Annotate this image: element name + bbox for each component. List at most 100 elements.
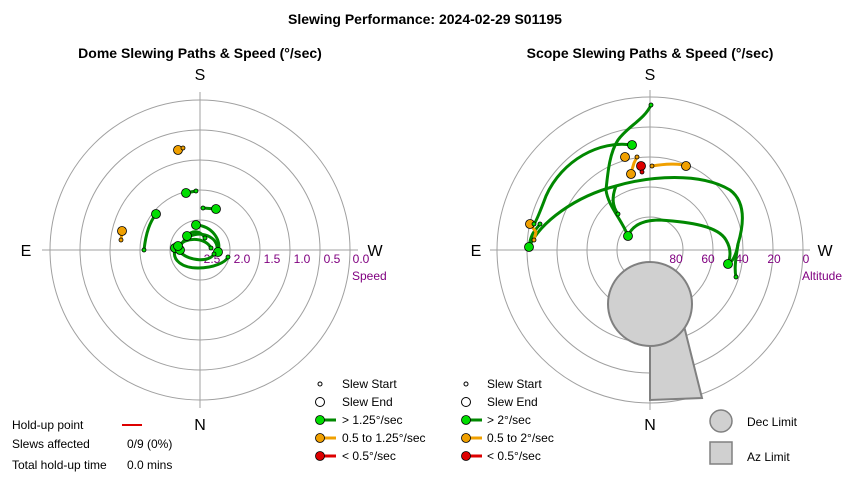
scope-tick-label: 60 (701, 252, 715, 266)
legend-slew-start-marker (463, 381, 469, 387)
scope-slew-end-mid (681, 161, 691, 171)
dome-slew-start (208, 245, 214, 251)
dome-slew-end-fast (191, 220, 201, 230)
scope-east-label: E (471, 243, 482, 260)
dome-legend-mid: 0.5 to 1.25°/sec (342, 431, 426, 445)
dome-chart-title: Dome Slewing Paths & Speed (°/sec) (78, 45, 322, 61)
dome-tick-label: 0.0 (353, 252, 370, 266)
dome-speed-ticks: 2.5 2.0 1.5 1.0 0.5 0.0 (204, 252, 370, 266)
scope-polar-chart: Scope Slewing Paths & Speed (°/sec) S N … (461, 45, 842, 465)
scope-tick-label: 80 (669, 252, 683, 266)
holdup-summary: Hold-up point Slews affected 0/9 (0%) To… (12, 418, 172, 472)
dome-east-label: E (21, 243, 32, 260)
dome-legend-end: Slew End (342, 395, 393, 409)
scope-legend-end: Slew End (487, 395, 538, 409)
dome-slew-start (225, 254, 231, 260)
scope-slew-start (733, 274, 739, 280)
scope-west-label: W (817, 243, 833, 260)
scope-slew-end-mid (626, 169, 636, 179)
scope-dec-limit-region (607, 261, 693, 347)
scope-tick-label: 20 (767, 252, 781, 266)
scope-chart-title: Scope Slewing Paths & Speed (°/sec) (527, 45, 774, 61)
dome-tick-label: 1.5 (264, 252, 281, 266)
az-limit-legend-swatch (709, 441, 733, 465)
scope-axis-label: Altitude (802, 269, 842, 283)
scope-slew-path (626, 218, 732, 266)
dome-legend: Slew Start Slew End > 1.25°/sec 0.5 to 1… (315, 377, 426, 463)
dome-legend-fast: > 1.25°/sec (342, 413, 403, 427)
legend-mid-marker (461, 433, 471, 443)
dome-slew-start (200, 205, 206, 211)
scope-legend: Slew Start Slew End > 2°/sec 0.5 to 2°/s… (461, 377, 798, 465)
scope-slew-start (639, 169, 645, 175)
legend-slew-end-marker (315, 397, 325, 407)
dome-tick-label: 2.0 (234, 252, 251, 266)
scope-north-label: N (644, 417, 656, 434)
dome-slew-end-fast (173, 241, 183, 251)
scope-slew-starts (531, 102, 739, 280)
holdup-point-label: Hold-up point (12, 418, 84, 432)
scope-slew-start (634, 154, 640, 160)
legend-slew-end-marker (461, 397, 471, 407)
scope-slew-path (532, 142, 634, 226)
scope-legend-fast: > 2°/sec (487, 413, 531, 427)
scope-legend-slow: < 0.5°/sec (487, 449, 541, 463)
dome-legend-start: Slew Start (342, 377, 397, 391)
dec-limit-legend-label: Dec Limit (747, 415, 798, 429)
dome-west-label: W (367, 243, 383, 260)
total-holdup-label: Total hold-up time (12, 458, 107, 472)
slews-affected-value: 0/9 (0%) (127, 437, 172, 451)
scope-slew-start (615, 211, 621, 217)
legend-fast-marker (461, 415, 471, 425)
dome-legend-slow: < 0.5°/sec (342, 449, 396, 463)
scope-slew-start (648, 102, 654, 108)
scope-slew-ends (524, 140, 733, 269)
total-holdup-value: 0.0 mins (127, 458, 172, 472)
scope-slew-end-mid (620, 152, 630, 162)
dome-slew-end-fast (151, 209, 161, 219)
scope-slew-end-fast (627, 140, 637, 150)
dome-axis-label: Speed (352, 269, 387, 283)
dome-slew-path (142, 212, 158, 252)
scope-slew-path-mid (650, 162, 688, 168)
dome-south-label: S (195, 67, 206, 84)
scope-slew-end-slow (636, 161, 646, 171)
scope-tick-label: 0 (803, 252, 810, 266)
dome-slew-start (202, 235, 208, 241)
dome-slew-path (172, 248, 230, 270)
legend-slow-marker (461, 451, 471, 461)
dome-slew-ends (117, 145, 223, 257)
dome-slew-end-fast (181, 188, 191, 198)
dome-tick-label: 1.0 (294, 252, 311, 266)
scope-slew-end-fast (723, 259, 733, 269)
dome-tick-label: 0.5 (324, 252, 341, 266)
scope-slew-end-fast (623, 231, 633, 241)
dome-slew-end-fast (182, 231, 192, 241)
dome-slew-start (193, 188, 199, 194)
scope-slew-start (531, 221, 537, 227)
scope-slew-end-fast (524, 242, 534, 252)
dec-limit-legend-swatch (709, 409, 733, 433)
slews-affected-label: Slews affected (12, 437, 90, 451)
legend-slew-start-marker (317, 381, 323, 387)
legend-slow-marker (315, 451, 325, 461)
chart-title: Slewing Performance: 2024-02-29 S01195 (288, 11, 562, 27)
dome-slew-start (118, 237, 124, 243)
dome-north-label: N (194, 417, 206, 434)
scope-slew-start (531, 237, 537, 243)
dome-slew-start (211, 251, 217, 257)
scope-slew-path (611, 184, 620, 216)
scope-altitude-ticks: 80 60 40 20 0 (669, 252, 809, 266)
dome-slew-end-mid (117, 226, 127, 236)
dome-slew-start (141, 247, 147, 253)
az-limit-legend-label: Az Limit (747, 450, 790, 464)
legend-mid-marker (315, 433, 325, 443)
dome-polar-chart: Dome Slewing Paths & Speed (°/sec) S N E… (21, 45, 426, 463)
scope-tick-label: 40 (735, 252, 749, 266)
dome-slew-start (180, 145, 186, 151)
legend-fast-marker (315, 415, 325, 425)
scope-legend-start: Slew Start (487, 377, 542, 391)
dome-slew-end-fast (211, 204, 221, 214)
